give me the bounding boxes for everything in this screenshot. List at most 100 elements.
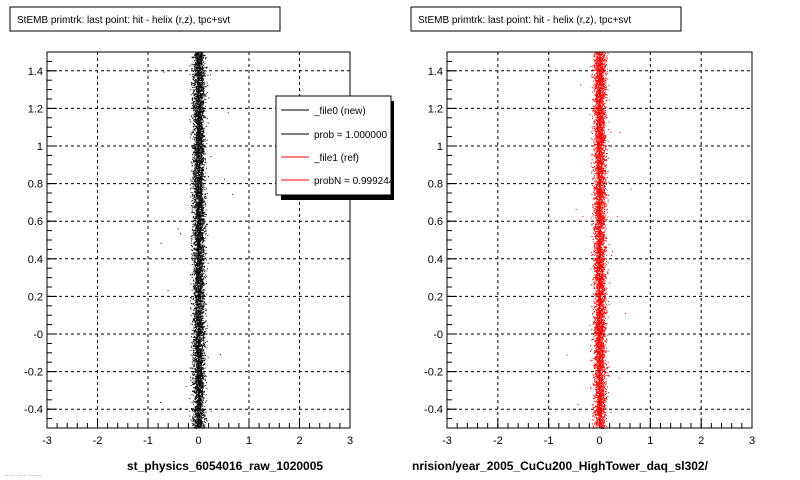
data-point bbox=[201, 206, 202, 207]
data-point bbox=[200, 106, 201, 107]
data-point bbox=[194, 341, 195, 342]
data-point bbox=[193, 345, 194, 346]
data-point bbox=[194, 244, 195, 245]
data-point bbox=[202, 109, 203, 110]
data-point bbox=[194, 315, 195, 316]
data-point bbox=[192, 163, 193, 164]
data-point bbox=[205, 198, 206, 199]
data-point bbox=[194, 318, 195, 319]
data-point bbox=[203, 368, 204, 369]
data-point bbox=[200, 196, 201, 197]
data-point bbox=[192, 416, 193, 417]
data-point bbox=[201, 72, 202, 73]
data-point bbox=[197, 181, 198, 182]
data-point bbox=[192, 57, 193, 58]
data-point bbox=[206, 233, 207, 234]
data-point bbox=[197, 231, 198, 232]
data-point bbox=[196, 239, 197, 240]
data-point bbox=[204, 82, 205, 83]
data-point bbox=[203, 256, 204, 257]
data-point bbox=[203, 360, 204, 361]
x-tick-label: 3 bbox=[347, 435, 353, 447]
data-point bbox=[201, 173, 202, 174]
data-point bbox=[194, 85, 195, 86]
data-point bbox=[204, 96, 205, 97]
data-point bbox=[190, 184, 191, 185]
data-point bbox=[205, 385, 206, 386]
data-point bbox=[200, 277, 201, 278]
data-point bbox=[194, 207, 195, 208]
data-point bbox=[204, 55, 205, 56]
data-point bbox=[196, 188, 197, 189]
data-point bbox=[196, 371, 197, 372]
data-point bbox=[206, 224, 207, 225]
data-point bbox=[201, 341, 202, 342]
data-point bbox=[200, 150, 201, 151]
data-point bbox=[200, 162, 201, 163]
data-point bbox=[192, 343, 193, 344]
data-point bbox=[204, 419, 205, 420]
data-point bbox=[202, 305, 203, 306]
data-point bbox=[202, 235, 203, 236]
data-point bbox=[201, 177, 202, 178]
data-point bbox=[206, 334, 207, 335]
data-point bbox=[193, 182, 194, 183]
data-point bbox=[204, 132, 205, 133]
data-point bbox=[201, 317, 202, 318]
data-point bbox=[203, 117, 204, 118]
data-point bbox=[191, 212, 192, 213]
data-point bbox=[196, 114, 197, 115]
data-point bbox=[195, 412, 196, 413]
data-point bbox=[197, 199, 198, 200]
data-point bbox=[202, 67, 203, 68]
data-point bbox=[194, 55, 195, 56]
data-point bbox=[194, 97, 195, 98]
data-point bbox=[202, 127, 203, 128]
data-point bbox=[194, 91, 195, 92]
data-point bbox=[203, 176, 204, 177]
data-point bbox=[200, 167, 201, 168]
data-point bbox=[202, 187, 203, 188]
data-point bbox=[204, 375, 205, 376]
data-point bbox=[195, 244, 196, 245]
data-point bbox=[197, 62, 198, 63]
data-point bbox=[210, 156, 211, 157]
data-point bbox=[195, 234, 196, 235]
data-point bbox=[196, 416, 197, 417]
data-point bbox=[193, 400, 194, 401]
data-point bbox=[193, 76, 194, 77]
data-point bbox=[192, 418, 193, 419]
data-point bbox=[200, 314, 201, 315]
data-point bbox=[198, 123, 199, 124]
data-point bbox=[201, 263, 202, 264]
data-point bbox=[205, 194, 206, 195]
data-point bbox=[194, 264, 195, 265]
data-point bbox=[194, 401, 195, 402]
data-point bbox=[202, 90, 203, 91]
data-point bbox=[200, 274, 201, 275]
data-point bbox=[196, 150, 197, 151]
data-point bbox=[193, 361, 194, 362]
data-point bbox=[202, 242, 203, 243]
data-point bbox=[193, 346, 194, 347]
data-point bbox=[197, 161, 198, 162]
data-point bbox=[202, 290, 203, 291]
data-point bbox=[192, 377, 193, 378]
data-point bbox=[193, 280, 194, 281]
data-point bbox=[206, 86, 207, 87]
data-point bbox=[195, 98, 196, 99]
data-point bbox=[203, 410, 204, 411]
data-point bbox=[199, 129, 200, 130]
data-point bbox=[195, 201, 196, 202]
data-point bbox=[195, 154, 196, 155]
data-point bbox=[195, 368, 196, 369]
data-point bbox=[202, 300, 203, 301]
data-point bbox=[196, 255, 197, 256]
data-point bbox=[195, 73, 196, 74]
data-point bbox=[194, 305, 195, 306]
data-point bbox=[204, 284, 205, 285]
data-point bbox=[201, 270, 202, 271]
data-point bbox=[204, 146, 205, 147]
data-point bbox=[200, 396, 201, 397]
data-point bbox=[194, 156, 195, 157]
